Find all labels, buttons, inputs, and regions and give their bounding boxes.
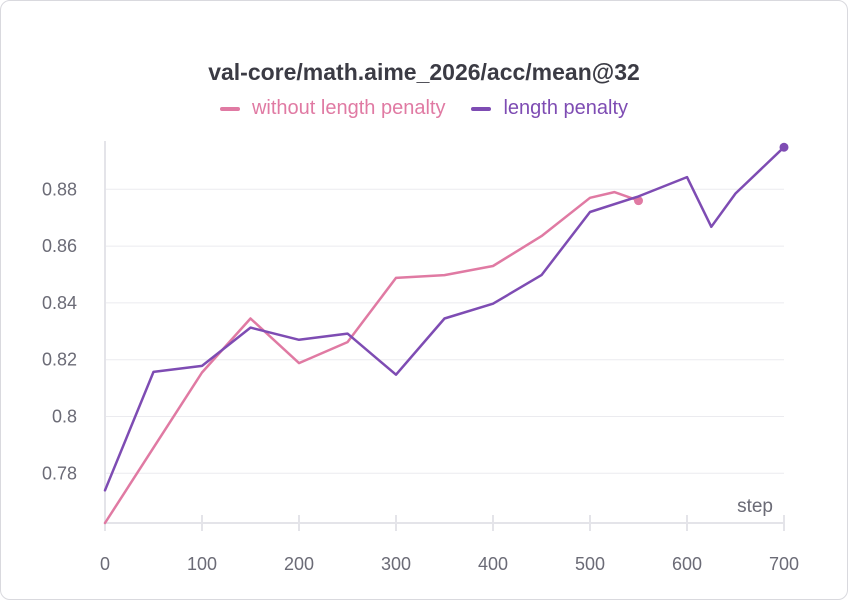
y-tick-label: 0.78	[42, 463, 77, 483]
x-tick-label: 700	[769, 554, 799, 574]
y-tick-label: 0.84	[42, 293, 77, 313]
x-tick-label: 500	[575, 554, 605, 574]
chart-title: val-core/math.aime_2026/acc/mean@32	[208, 59, 640, 85]
y-tick-label: 0.88	[42, 179, 77, 199]
y-tick-label: 0.8	[52, 406, 77, 426]
x-tick-label: 300	[381, 554, 411, 574]
legend-label-without-length-penalty: without length penalty	[251, 97, 446, 119]
series-line-without-length-penalty	[103, 190, 640, 525]
x-tick-label: 400	[478, 554, 508, 574]
series-line-length-penalty	[103, 145, 786, 492]
x-tick-label: 100	[187, 554, 217, 574]
legend: without length penalty length penalty	[1, 97, 847, 120]
x-tick-label: 0	[100, 554, 110, 574]
legend-swatch-without-length-penalty	[219, 106, 240, 111]
legend-item-length-penalty[interactable]: length penalty	[471, 97, 628, 120]
series-end-point-length-penalty	[779, 142, 789, 152]
x-tick-label: 200	[284, 554, 314, 574]
legend-item-without-length-penalty[interactable]: without length penalty	[219, 97, 446, 120]
x-axis-label: step	[737, 496, 773, 517]
legend-swatch-length-penalty	[471, 106, 492, 111]
x-tick-label: 600	[672, 554, 702, 574]
y-tick-label: 0.86	[42, 236, 77, 256]
legend-label-length-penalty: length penalty	[503, 97, 628, 119]
y-tick-label: 0.82	[42, 350, 77, 370]
